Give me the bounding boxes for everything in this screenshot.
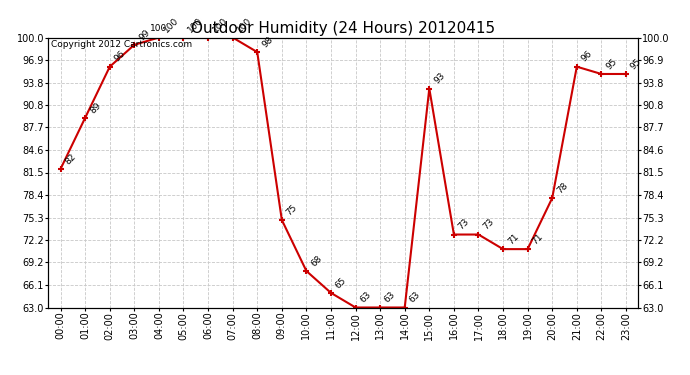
Text: 63: 63 [358,290,373,305]
Text: 100: 100 [161,16,180,35]
Text: 100: 100 [150,24,168,33]
Text: 100: 100 [186,16,205,35]
Text: 71: 71 [531,232,545,246]
Text: 82: 82 [63,152,78,166]
Text: 98: 98 [260,35,275,50]
Text: 99: 99 [137,27,152,42]
Text: 73: 73 [481,217,495,232]
Text: 68: 68 [309,254,324,268]
Text: 100: 100 [235,16,254,35]
Text: 95: 95 [604,57,619,71]
Text: 100: 100 [211,16,229,35]
Text: 93: 93 [432,71,446,86]
Text: 96: 96 [580,50,594,64]
Text: 65: 65 [334,276,348,290]
Text: 78: 78 [555,181,569,195]
Text: 73: 73 [457,217,471,232]
Text: 95: 95 [629,57,643,71]
Text: Copyright 2012 Cartronics.com: Copyright 2012 Cartronics.com [51,40,193,49]
Text: 71: 71 [506,232,520,246]
Text: 75: 75 [284,202,299,217]
Text: 63: 63 [408,290,422,305]
Text: 89: 89 [88,100,102,115]
Title: Outdoor Humidity (24 Hours) 20120415: Outdoor Humidity (24 Hours) 20120415 [191,21,495,36]
Text: 96: 96 [112,50,127,64]
Text: 63: 63 [383,290,397,305]
